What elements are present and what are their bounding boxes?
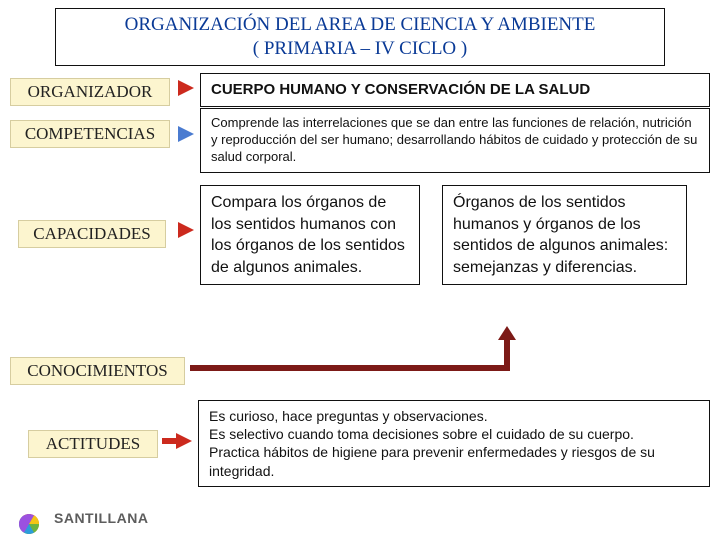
label-organizador: ORGANIZADOR [10,78,170,106]
label-capacidades: CAPACIDADES [18,220,166,248]
label-competencias: COMPETENCIAS [10,120,170,148]
box-cuerpo: CUERPO HUMANO Y CONSERVACIÓN DE LA SALUD [200,73,710,107]
arrow-icon [176,433,192,449]
brand-logo: SANTILLANA [10,502,148,534]
title-line1: ORGANIZACIÓN DEL AREA DE CIENCIA Y AMBIE… [125,14,596,35]
box-capacidades-right: Órganos de los sentidos humanos y órgano… [442,185,687,285]
arrow-icon [178,222,194,238]
arrow-icon [178,80,194,96]
title-line2: ( PRIMARIA – IV CICLO ) [253,38,467,59]
label-actitudes: ACTITUDES [28,430,158,458]
box-actitudes: Es curioso, hace preguntas y observacion… [198,400,710,487]
box-capacidades-left: Compara los órganos de los sentidos huma… [200,185,420,285]
arrow-icon [178,126,194,142]
logo-text: SANTILLANA [54,510,148,526]
connector-vertical [504,338,510,371]
page-title: ORGANIZACIÓN DEL AREA DE CIENCIA Y AMBIE… [55,8,665,66]
arrow-up-icon [498,326,516,340]
label-conocimientos: CONOCIMIENTOS [10,357,185,385]
logo-swirl-icon [10,502,48,534]
connector-horizontal [190,365,510,371]
arrow-stem [162,438,176,444]
box-competencias: Comprende las interrelaciones que se dan… [200,108,710,173]
